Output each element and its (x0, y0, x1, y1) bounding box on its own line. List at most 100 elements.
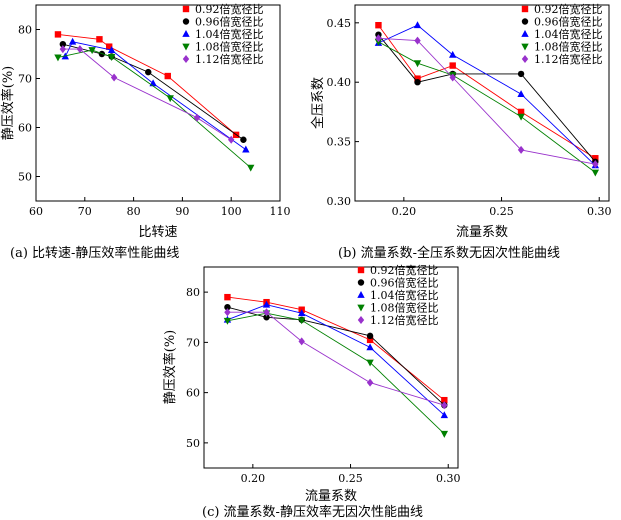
legend-item: 1.12倍宽径比 (521, 52, 603, 66)
series-5 (59, 45, 235, 144)
data-point (59, 45, 67, 54)
legend-item: 1.04倍宽径比 (357, 288, 439, 302)
data-point (96, 36, 103, 43)
series-5 (224, 308, 448, 410)
legend-item: 0.92倍宽径比 (182, 2, 264, 16)
data-point (521, 43, 529, 51)
y-axis-label: 静压效率(%) (162, 330, 178, 405)
legend-label: 0.92倍宽径比 (534, 2, 603, 16)
legend-label: 1.12倍宽径比 (370, 313, 439, 327)
data-point (357, 291, 365, 298)
y-tick-label: 70 (18, 73, 32, 86)
legend-label: 1.08倍宽径比 (195, 40, 264, 54)
panel-caption: (a) 比转速-静压效率性能曲线 (10, 245, 179, 261)
x-tick-label: 80 (127, 205, 141, 218)
data-point (517, 70, 525, 78)
data-point (366, 359, 374, 367)
data-point (182, 18, 190, 25)
data-point (517, 145, 525, 154)
data-point (164, 72, 171, 80)
panel-caption: (c) 流量系数-静压效率无因次性能曲线 (202, 504, 423, 520)
data-point (441, 401, 448, 410)
legend-label: 0.92倍宽径比 (370, 263, 439, 277)
y-tick-label: 50 (18, 171, 32, 184)
legend-item: 1.08倍宽径比 (357, 301, 439, 315)
data-point (366, 378, 374, 387)
data-point (357, 266, 365, 274)
data-point (107, 54, 116, 61)
data-point (88, 47, 96, 55)
data-point (449, 62, 456, 69)
data-point (375, 21, 382, 29)
data-point (107, 46, 116, 53)
legend-item: 1.12倍宽径比 (357, 313, 439, 327)
data-point (297, 317, 306, 325)
data-point (224, 308, 231, 317)
series-5 (375, 34, 599, 169)
legend-label: 1.08倍宽径比 (534, 40, 603, 54)
data-point (166, 95, 174, 103)
y-tick-label: 80 (18, 24, 32, 37)
axis-layer: 0.20 0.25 0.30 50 60 70 80 (186, 286, 460, 485)
y-tick-label: 60 (18, 122, 32, 135)
series-3 (61, 37, 250, 153)
legend-item: 0.92倍宽径比 (357, 263, 439, 277)
legend-label: 0.92倍宽径比 (195, 2, 264, 16)
data-point (240, 136, 247, 143)
data-point (224, 304, 231, 311)
data-point (440, 411, 449, 419)
data-point (247, 164, 255, 172)
data-point (223, 317, 232, 325)
x-tick-label: 110 (270, 205, 291, 218)
legend-label: 1.12倍宽径比 (195, 52, 264, 66)
legend-item: 1.04倍宽径比 (521, 27, 603, 41)
x-axis-label: 比转速 (138, 225, 177, 240)
series-3 (223, 300, 449, 419)
series-layer (54, 31, 255, 172)
series-line (57, 49, 251, 169)
data-point (521, 18, 529, 25)
legend-label: 1.04倍宽径比 (534, 27, 603, 41)
x-tick-label: 0.30 (587, 205, 612, 218)
data-point (149, 79, 157, 87)
series-1 (375, 21, 599, 162)
data-point (182, 30, 190, 37)
y-axis-label: 全压系数 (310, 77, 326, 129)
data-point (357, 316, 365, 324)
x-tick-label: 0.20 (392, 205, 417, 218)
data-point (366, 336, 374, 344)
x-tick-label: 90 (175, 205, 189, 218)
data-point (414, 79, 421, 86)
data-point (182, 55, 190, 63)
data-point (224, 293, 231, 301)
data-point (76, 45, 84, 54)
data-point (449, 73, 456, 82)
data-point (263, 314, 270, 321)
y-tick-label: 0.30 (327, 195, 352, 208)
data-point (68, 37, 77, 45)
data-point (441, 396, 448, 404)
data-point (517, 90, 525, 97)
y-tick-label: 0.35 (327, 136, 352, 149)
data-point (413, 21, 422, 29)
x-axis-label: 流量系数 (305, 489, 357, 504)
legend-label: 0.96倍宽径比 (370, 276, 439, 290)
series-layer (223, 293, 449, 438)
data-point (440, 430, 449, 438)
data-point (228, 135, 235, 144)
legend-item: 0.96倍宽径比 (357, 276, 439, 290)
data-point (182, 43, 190, 51)
data-point (366, 332, 374, 340)
data-point (263, 308, 270, 317)
data-point (98, 50, 106, 58)
data-point (521, 55, 529, 63)
data-point (145, 68, 152, 76)
data-point (262, 300, 271, 308)
legend-label: 1.04倍宽径比 (195, 27, 264, 41)
data-point (592, 155, 599, 162)
data-point (54, 31, 62, 38)
